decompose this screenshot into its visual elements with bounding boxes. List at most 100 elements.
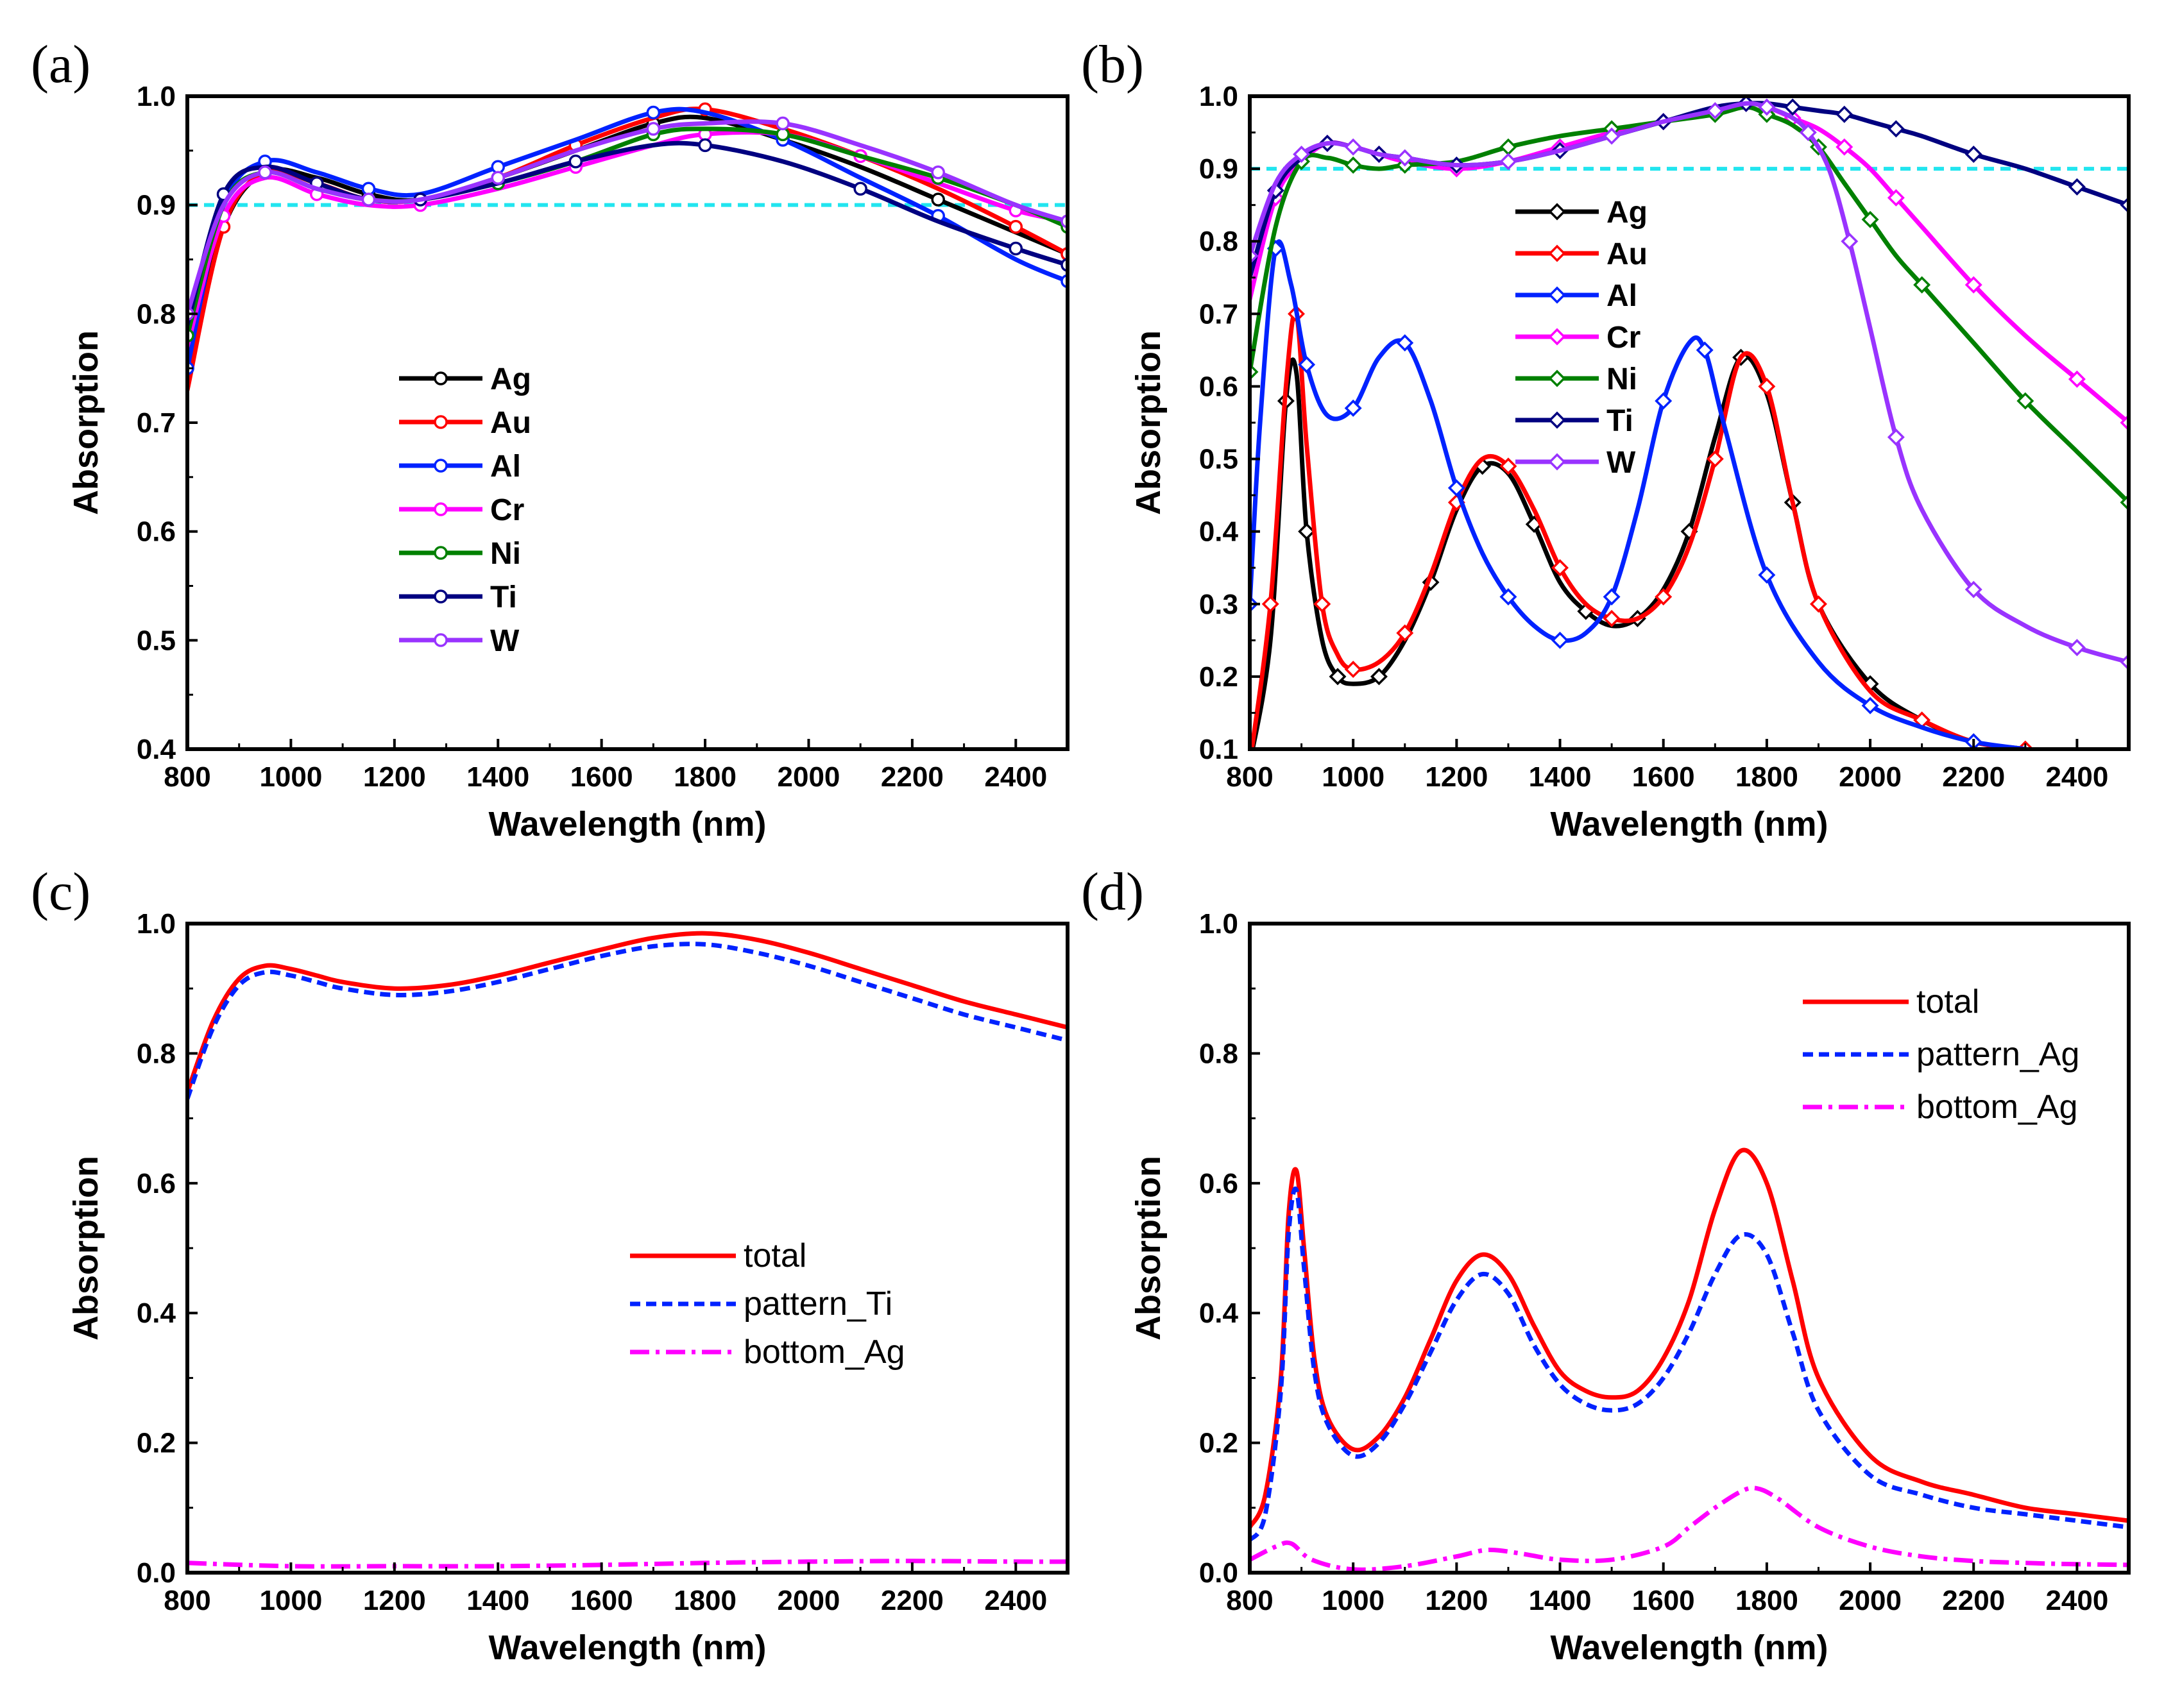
x-tick-label: 2200 [881,1585,944,1616]
y-axis-title: Absorption [67,330,105,515]
data-point-W [2068,639,2086,657]
series-group [1250,96,2136,771]
legend-label: Ti [1606,404,1633,438]
legend-item-Ti: Ti [1515,404,1633,438]
series-line-total [1250,1147,2129,1530]
x-tick-label: 2200 [881,761,944,793]
data-point-Ti [1784,98,1802,116]
y-tick-label: 1.0 [1199,908,1238,940]
legend-label: W [490,624,520,658]
data-point-Au [1655,588,1673,605]
data-point-Ni [1913,276,1931,294]
y-tick-label: 0.5 [137,625,176,656]
legend-label: Ag [490,362,531,396]
data-point-Ni [1499,138,1517,156]
data-point-W [646,122,661,136]
x-tick-label: 1200 [363,1585,426,1616]
data-point-Al [1396,334,1414,352]
legend: total pattern_Ag bottom_Ag [1803,983,2079,1126]
legend-marker [434,502,448,516]
legend-label: Cr [490,493,524,527]
legend-item-Au: Au [1515,237,1648,271]
legend-marker [434,546,448,560]
data-point-Al [1344,399,1362,417]
panel-label: (a) [31,35,90,94]
legend-label: Ag [1606,196,1648,230]
data-point-Cr [2068,370,2086,388]
legend-item-Ni: Ni [399,537,521,571]
legend-item-total: total [1803,983,1979,1020]
y-tick-label: 0.6 [1199,371,1238,402]
y-tick-label: 0.9 [1199,153,1238,185]
legend-marker [434,415,448,429]
legend-label: pattern_Ag [1916,1036,2079,1073]
y-tick-label: 0.8 [1199,1038,1238,1069]
data-point-Au [1758,377,1776,395]
data-point-Au [1261,595,1279,613]
data-point-W [776,116,790,131]
legend: Ag Au Al Cr Ni Ti W [1515,196,1648,480]
legend-marker [434,459,448,473]
data-point-W [258,165,272,180]
data-point-W [1293,146,1311,163]
data-point-Au [1396,624,1414,642]
series-line-Ni [187,126,1068,338]
data-point-Al [1551,631,1569,649]
legend-item-Cr: Cr [1515,321,1640,355]
legend-item-Ti: Ti [399,580,517,614]
data-point-Al [1603,588,1621,605]
data-point-W [1758,98,1776,116]
x-tick-label: 1600 [570,1585,633,1616]
data-point-Au [2122,757,2136,771]
data-point-W [1706,102,1724,120]
data-point-Al [1655,392,1673,410]
plot-frame [185,922,1069,1575]
data-point-Au [1344,661,1362,679]
data-point-Ti [698,138,712,153]
x-axis-title: Wavelength (nm) [488,805,766,843]
panel-b: (b) 800 1000 1200 1400 1600 1800 2000 2200 2400 0.… [1081,35,2136,843]
y-tick-label: 0.4 [1199,516,1239,548]
legend-label: Al [1606,279,1637,313]
x-tick-label: 1200 [363,761,426,793]
y-tick-label: 1.0 [1199,81,1238,112]
legend-label: Au [490,406,531,440]
series-line-Ni [1250,105,2129,505]
x-tick-label: 1800 [1735,761,1798,793]
legend-marker [1548,244,1566,262]
data-point-Ti [1887,120,1905,138]
series-line-total [187,931,1068,1095]
y-tick-label: 0.6 [1199,1168,1238,1199]
legend-marker [434,589,448,604]
data-point-Ti [1964,146,1982,163]
y-tick-label: 0.9 [137,190,176,221]
legend-item-Ag: Ag [399,362,531,396]
data-point-Ti [568,155,583,169]
y-tick-label: 0.3 [1199,589,1238,620]
legend-marker [1548,453,1566,471]
legend-label: total [744,1237,806,1274]
series-line-Ag [187,114,1068,371]
y-tick-label: 0.8 [137,298,176,330]
panel-label: (c) [31,862,90,922]
y-tick-label: 0.0 [1199,1557,1238,1589]
series-line-W [1250,101,2129,664]
legend: Ag Au Al Cr Ni Ti W [399,362,531,658]
series-group [187,931,1068,1569]
series-line-bottom_Ag [187,1559,1068,1569]
series-line-Ag [1250,353,2041,749]
y-tick-label: 0.4 [137,734,176,765]
x-tick-label: 800 [164,1585,210,1616]
data-point-Au [1499,457,1517,475]
legend-item-W: W [1515,446,1636,480]
y-axis-title: Absorption [1129,1156,1168,1340]
legend-label: Ni [1606,362,1637,396]
data-point-W [1964,580,1982,598]
x-axis-title: Wavelength (nm) [488,1628,766,1667]
x-tick-label: 1200 [1425,761,1488,793]
legend-marker [1548,286,1566,304]
x-tick-label: 800 [1226,761,1273,793]
panel-label: (b) [1081,35,1144,94]
x-tick-label: 800 [1226,1585,1273,1616]
series-line-Cr [187,130,1068,349]
